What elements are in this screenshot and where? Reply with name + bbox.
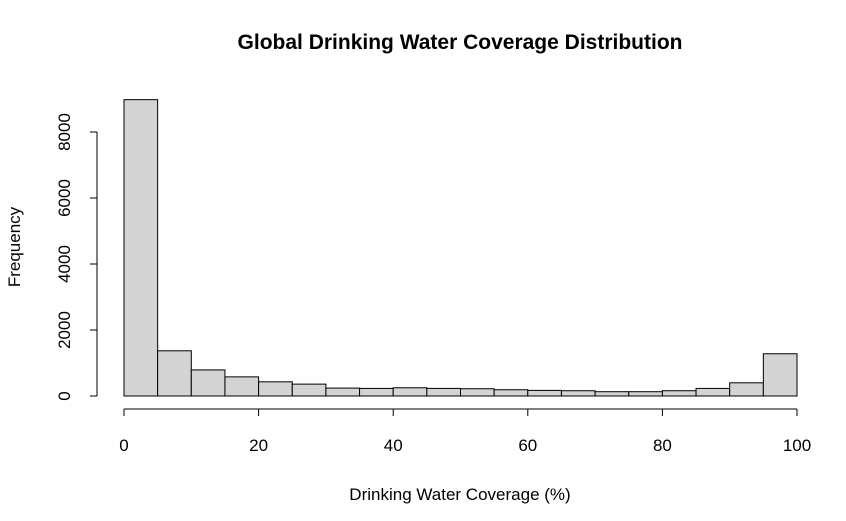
- y-axis-label: Frequency: [5, 206, 24, 287]
- x-tick-label: 20: [249, 436, 268, 455]
- y-tick-label: 4000: [55, 245, 74, 283]
- histogram-bar: [123, 99, 159, 397]
- histogram-bar: [224, 376, 260, 397]
- histogram-bar: [661, 390, 697, 397]
- histogram-bar: [359, 387, 394, 397]
- y-axis: 0 2000 4000 6000 8000: [55, 113, 98, 401]
- histogram-bar: [628, 391, 663, 397]
- x-tick-label: 80: [653, 436, 672, 455]
- y-tick-label: 2000: [55, 311, 74, 349]
- y-tick-label: 0: [55, 391, 74, 400]
- histogram-bar: [460, 388, 495, 397]
- x-tick-label: 100: [783, 436, 811, 455]
- x-axis: 0 20 40 60 80 100: [119, 408, 811, 455]
- y-tick-label: 6000: [55, 179, 74, 217]
- x-tick-label: 0: [119, 436, 128, 455]
- histogram-bar: [729, 382, 764, 397]
- histogram-bar: [527, 389, 562, 397]
- histogram-bar: [258, 381, 293, 397]
- histogram-bar: [157, 350, 192, 397]
- x-tick-label: 60: [518, 436, 537, 455]
- histogram-bar: [560, 390, 596, 397]
- chart-title: Global Drinking Water Coverage Distribut…: [238, 31, 683, 54]
- x-axis-label: Drinking Water Coverage (%): [349, 485, 570, 504]
- histogram-bar: [291, 383, 327, 397]
- histogram-bar: [762, 353, 798, 397]
- x-tick-label: 40: [384, 436, 403, 455]
- histogram-bar: [493, 389, 529, 397]
- histogram-bar: [190, 369, 226, 397]
- y-tick-label: 8000: [55, 113, 74, 151]
- histogram-bar: [594, 391, 630, 397]
- bars-group: [123, 99, 798, 397]
- histogram-bar: [695, 387, 731, 397]
- histogram-bar: [426, 387, 462, 397]
- histogram-bar: [325, 387, 361, 397]
- histogram-bar: [392, 387, 428, 397]
